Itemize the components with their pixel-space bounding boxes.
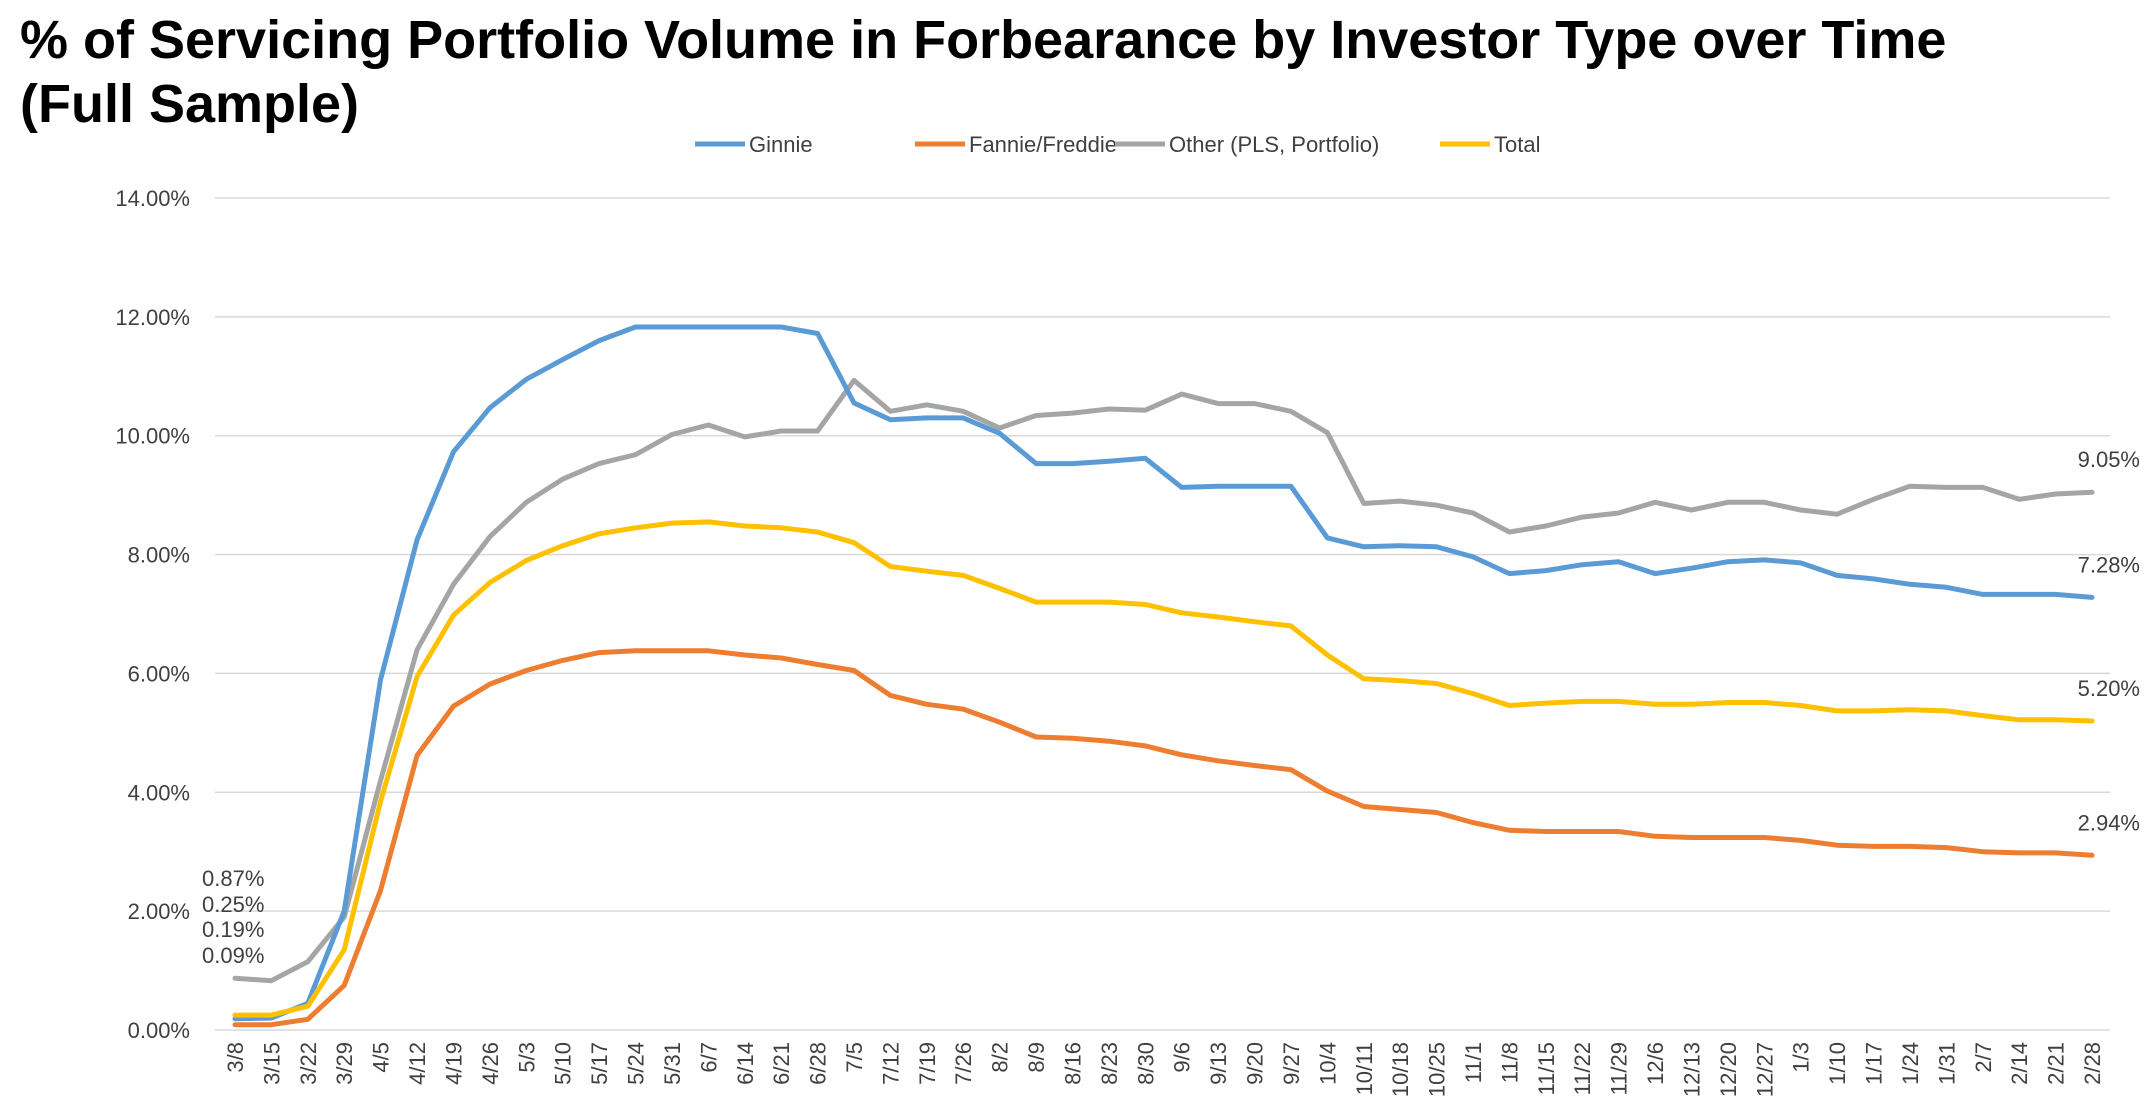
- x-tick-label: 8/2: [988, 1042, 1013, 1073]
- start-data-label: 0.25%: [202, 892, 264, 917]
- x-tick-label: 11/29: [1607, 1042, 1632, 1095]
- y-tick-label: 10.00%: [115, 424, 190, 449]
- series-lines: [232, 324, 2095, 1028]
- series-line-ginnie: [232, 324, 2095, 1022]
- series-line-total: [232, 519, 2095, 1018]
- x-tick-label: 8/9: [1024, 1042, 1049, 1073]
- x-tick-label: 3/29: [332, 1042, 357, 1085]
- x-tick-label: 2/7: [1971, 1042, 1996, 1073]
- x-tick-label: 4/5: [369, 1042, 394, 1073]
- x-tick-label: 4/12: [405, 1042, 430, 1085]
- series-line-other-pls-portfolio: [232, 377, 2095, 984]
- x-tick-label: 4/19: [441, 1042, 466, 1085]
- x-tick-label: 5/24: [624, 1042, 649, 1085]
- x-tick-label: 11/8: [1497, 1042, 1522, 1083]
- x-tick-label: 8/16: [1060, 1042, 1085, 1085]
- legend-label: Total: [1494, 132, 1540, 157]
- x-tick-label: 6/14: [733, 1042, 758, 1085]
- x-tick-label: 2/28: [2080, 1042, 2105, 1085]
- legend: Ginnie Fannie/Freddie Other (PLS, Portfoli…: [695, 132, 1540, 157]
- x-tick-label: 9/27: [1279, 1042, 1304, 1085]
- x-tick-label: 10/11: [1352, 1042, 1377, 1095]
- x-tick-label: 9/20: [1243, 1042, 1268, 1085]
- chart-title: % of Servicing Portfolio Volume in Forbe…: [20, 8, 2140, 136]
- x-tick-label: 3/8: [223, 1042, 248, 1073]
- x-tick-label: 6/21: [769, 1042, 794, 1085]
- x-tick-label: 10/4: [1315, 1042, 1340, 1085]
- end-data-label: 7.28%: [2078, 552, 2140, 577]
- x-tick-label: 7/5: [842, 1042, 867, 1073]
- x-tick-label: 12/27: [1752, 1042, 1777, 1097]
- x-tick-label: 12/6: [1643, 1042, 1668, 1085]
- x-tick-label: 2/14: [2007, 1042, 2032, 1085]
- x-tick-label: 1/24: [1898, 1042, 1923, 1085]
- x-tick-label: 4/26: [478, 1042, 503, 1085]
- x-tick-label: 11/1: [1461, 1042, 1486, 1083]
- x-tick-label: 5/10: [551, 1042, 576, 1085]
- legend-label: Other (PLS, Portfolio): [1169, 132, 1379, 157]
- end-data-label: 9.05%: [2078, 447, 2140, 472]
- x-tick-label: 1/17: [1862, 1042, 1887, 1085]
- x-tick-label: 5/3: [514, 1042, 539, 1073]
- y-tick-label: 14.00%: [115, 186, 190, 211]
- x-tick-label: 7/12: [878, 1042, 903, 1085]
- y-tick-label: 2.00%: [128, 899, 190, 924]
- x-tick-label: 3/22: [296, 1042, 321, 1085]
- y-axis: 0.00% 2.00% 4.00% 6.00% 8.00% 10.00% 12.00% 14.…: [115, 186, 190, 1043]
- x-tick-label: 11/22: [1570, 1042, 1595, 1095]
- x-tick-label: 1/10: [1825, 1042, 1850, 1085]
- legend-label: Ginnie: [749, 132, 813, 157]
- y-tick-label: 12.00%: [115, 305, 190, 330]
- legend-label: Fannie/Freddie: [969, 132, 1117, 157]
- x-tick-label: 12/13: [1679, 1042, 1704, 1097]
- x-tick-label: 6/28: [806, 1042, 831, 1085]
- end-data-label: 5.20%: [2078, 676, 2140, 701]
- x-axis: 3/8 3/15 3/22 3/29 4/5 4/12 4/19 4/26 5/3 5/10 5/1…: [223, 1042, 2105, 1097]
- gridlines: [215, 197, 2110, 1031]
- series-line-fannie-freddie: [232, 648, 2095, 1028]
- x-tick-label: 10/18: [1388, 1042, 1413, 1097]
- chart-title-line-2: (Full Sample): [20, 74, 360, 134]
- y-tick-label: 6.00%: [128, 661, 190, 686]
- chart-title-line-1: % of Servicing Portfolio Volume in Forbe…: [20, 10, 1947, 70]
- x-tick-label: 10/25: [1425, 1042, 1450, 1097]
- y-tick-label: 0.00%: [128, 1018, 190, 1043]
- x-tick-label: 5/31: [660, 1042, 685, 1085]
- x-tick-label: 8/23: [1097, 1042, 1122, 1085]
- x-tick-label: 6/7: [696, 1042, 721, 1073]
- x-tick-label: 1/3: [1789, 1042, 1814, 1073]
- y-tick-label: 4.00%: [128, 780, 190, 805]
- x-tick-label: 9/6: [1170, 1042, 1195, 1073]
- x-tick-label: 2/21: [2044, 1042, 2069, 1085]
- x-tick-label: 12/20: [1716, 1042, 1741, 1097]
- end-data-label: 2.94%: [2078, 810, 2140, 835]
- start-data-label: 0.19%: [202, 917, 264, 942]
- data-labels: 0.87%0.25%0.19%0.09% 9.05% 7.28% 5.20% 2.94%: [202, 447, 2140, 968]
- y-tick-label: 8.00%: [128, 543, 190, 568]
- x-tick-label: 3/15: [259, 1042, 284, 1085]
- x-tick-label: 9/13: [1206, 1042, 1231, 1085]
- x-tick-label: 11/15: [1534, 1042, 1559, 1095]
- x-tick-label: 5/17: [587, 1042, 612, 1085]
- x-tick-label: 7/26: [951, 1042, 976, 1085]
- x-tick-label: 7/19: [915, 1042, 940, 1085]
- x-tick-label: 8/30: [1133, 1042, 1158, 1085]
- start-data-label: 0.87%: [202, 866, 264, 891]
- start-data-label: 0.09%: [202, 943, 264, 968]
- x-tick-label: 1/31: [1934, 1042, 1959, 1085]
